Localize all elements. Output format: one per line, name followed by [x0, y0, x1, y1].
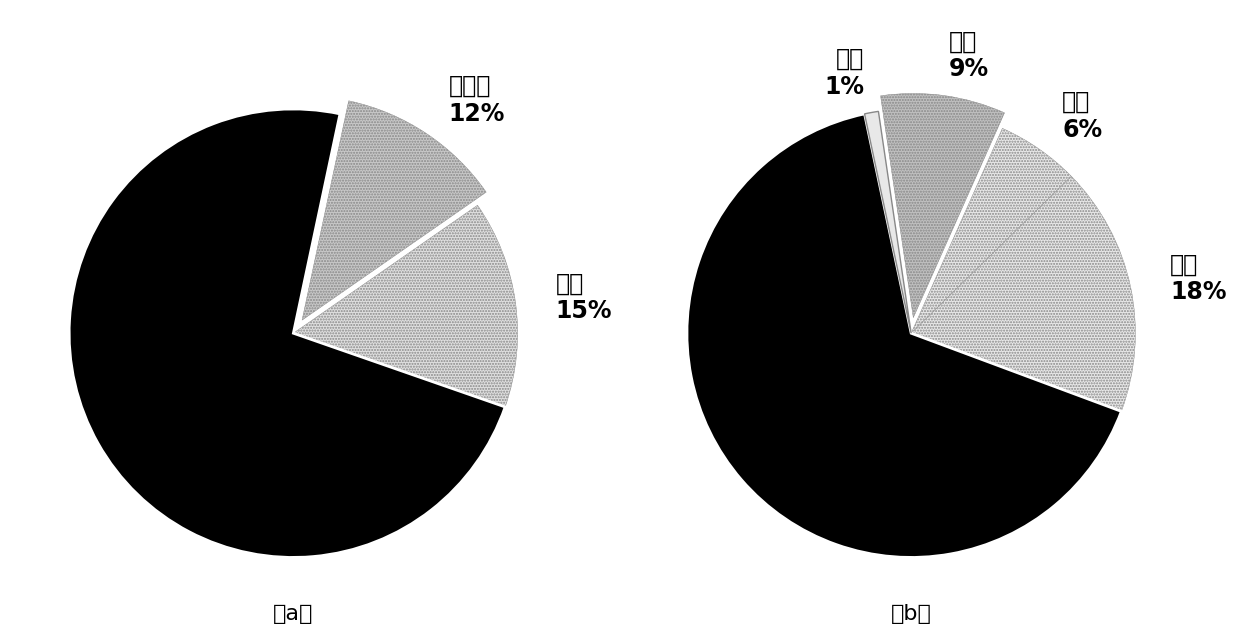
Wedge shape: [294, 205, 517, 407]
Wedge shape: [69, 109, 505, 558]
Wedge shape: [911, 128, 1071, 333]
Text: 教室
6%: 教室 6%: [1063, 90, 1102, 142]
Text: 剪力墙
12%: 剪力墙 12%: [449, 74, 505, 126]
Text: 框架
15%: 框架 15%: [556, 271, 613, 323]
Wedge shape: [687, 114, 1121, 558]
Text: 其他
9%: 其他 9%: [949, 30, 990, 81]
Text: （a）: （a）: [273, 603, 314, 623]
Text: （b）: （b）: [890, 603, 931, 623]
Wedge shape: [303, 101, 486, 320]
Text: 商业
1%: 商业 1%: [825, 47, 864, 99]
Wedge shape: [880, 93, 1004, 317]
Text: 办公
18%: 办公 18%: [1171, 252, 1226, 304]
Wedge shape: [864, 111, 911, 333]
Wedge shape: [911, 176, 1136, 412]
